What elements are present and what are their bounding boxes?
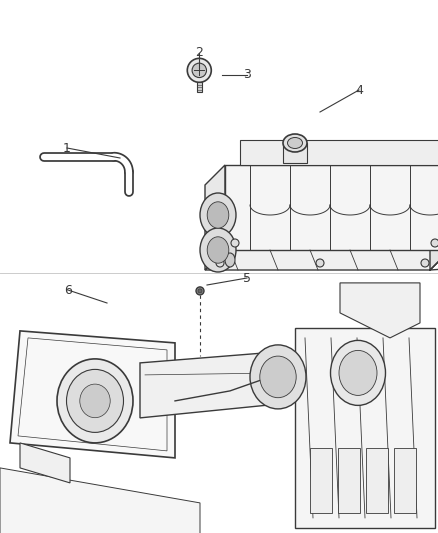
Polygon shape (430, 165, 438, 270)
Ellipse shape (80, 384, 110, 418)
Polygon shape (225, 165, 438, 250)
Circle shape (316, 259, 324, 267)
Bar (197, 83, 202, 92)
Circle shape (421, 259, 429, 267)
Polygon shape (310, 448, 332, 513)
Circle shape (196, 287, 204, 295)
Circle shape (216, 259, 224, 267)
Text: 1: 1 (63, 141, 71, 155)
Text: 5: 5 (243, 271, 251, 285)
Polygon shape (366, 448, 388, 513)
Circle shape (231, 239, 239, 247)
Circle shape (431, 239, 438, 247)
Polygon shape (140, 351, 290, 418)
Polygon shape (20, 443, 70, 483)
Ellipse shape (331, 341, 385, 406)
Polygon shape (338, 448, 360, 513)
Ellipse shape (67, 369, 124, 432)
Text: 6: 6 (64, 284, 72, 296)
Circle shape (187, 58, 211, 83)
Ellipse shape (287, 138, 303, 149)
Ellipse shape (57, 359, 133, 443)
Polygon shape (394, 448, 416, 513)
Polygon shape (205, 250, 438, 270)
Polygon shape (10, 331, 175, 458)
Text: 3: 3 (243, 69, 251, 82)
Ellipse shape (250, 345, 306, 409)
Polygon shape (240, 140, 438, 165)
Ellipse shape (260, 356, 296, 398)
Polygon shape (340, 283, 420, 338)
Circle shape (192, 63, 206, 78)
Polygon shape (205, 165, 225, 270)
Ellipse shape (225, 253, 235, 267)
Polygon shape (295, 328, 435, 528)
Ellipse shape (207, 202, 229, 228)
Polygon shape (283, 143, 307, 163)
Ellipse shape (200, 193, 236, 237)
Text: 4: 4 (355, 84, 363, 96)
Polygon shape (0, 468, 200, 533)
Ellipse shape (200, 228, 236, 272)
Ellipse shape (283, 134, 307, 152)
Text: 2: 2 (195, 46, 203, 60)
Ellipse shape (339, 350, 377, 395)
Circle shape (198, 289, 202, 293)
Ellipse shape (207, 237, 229, 263)
